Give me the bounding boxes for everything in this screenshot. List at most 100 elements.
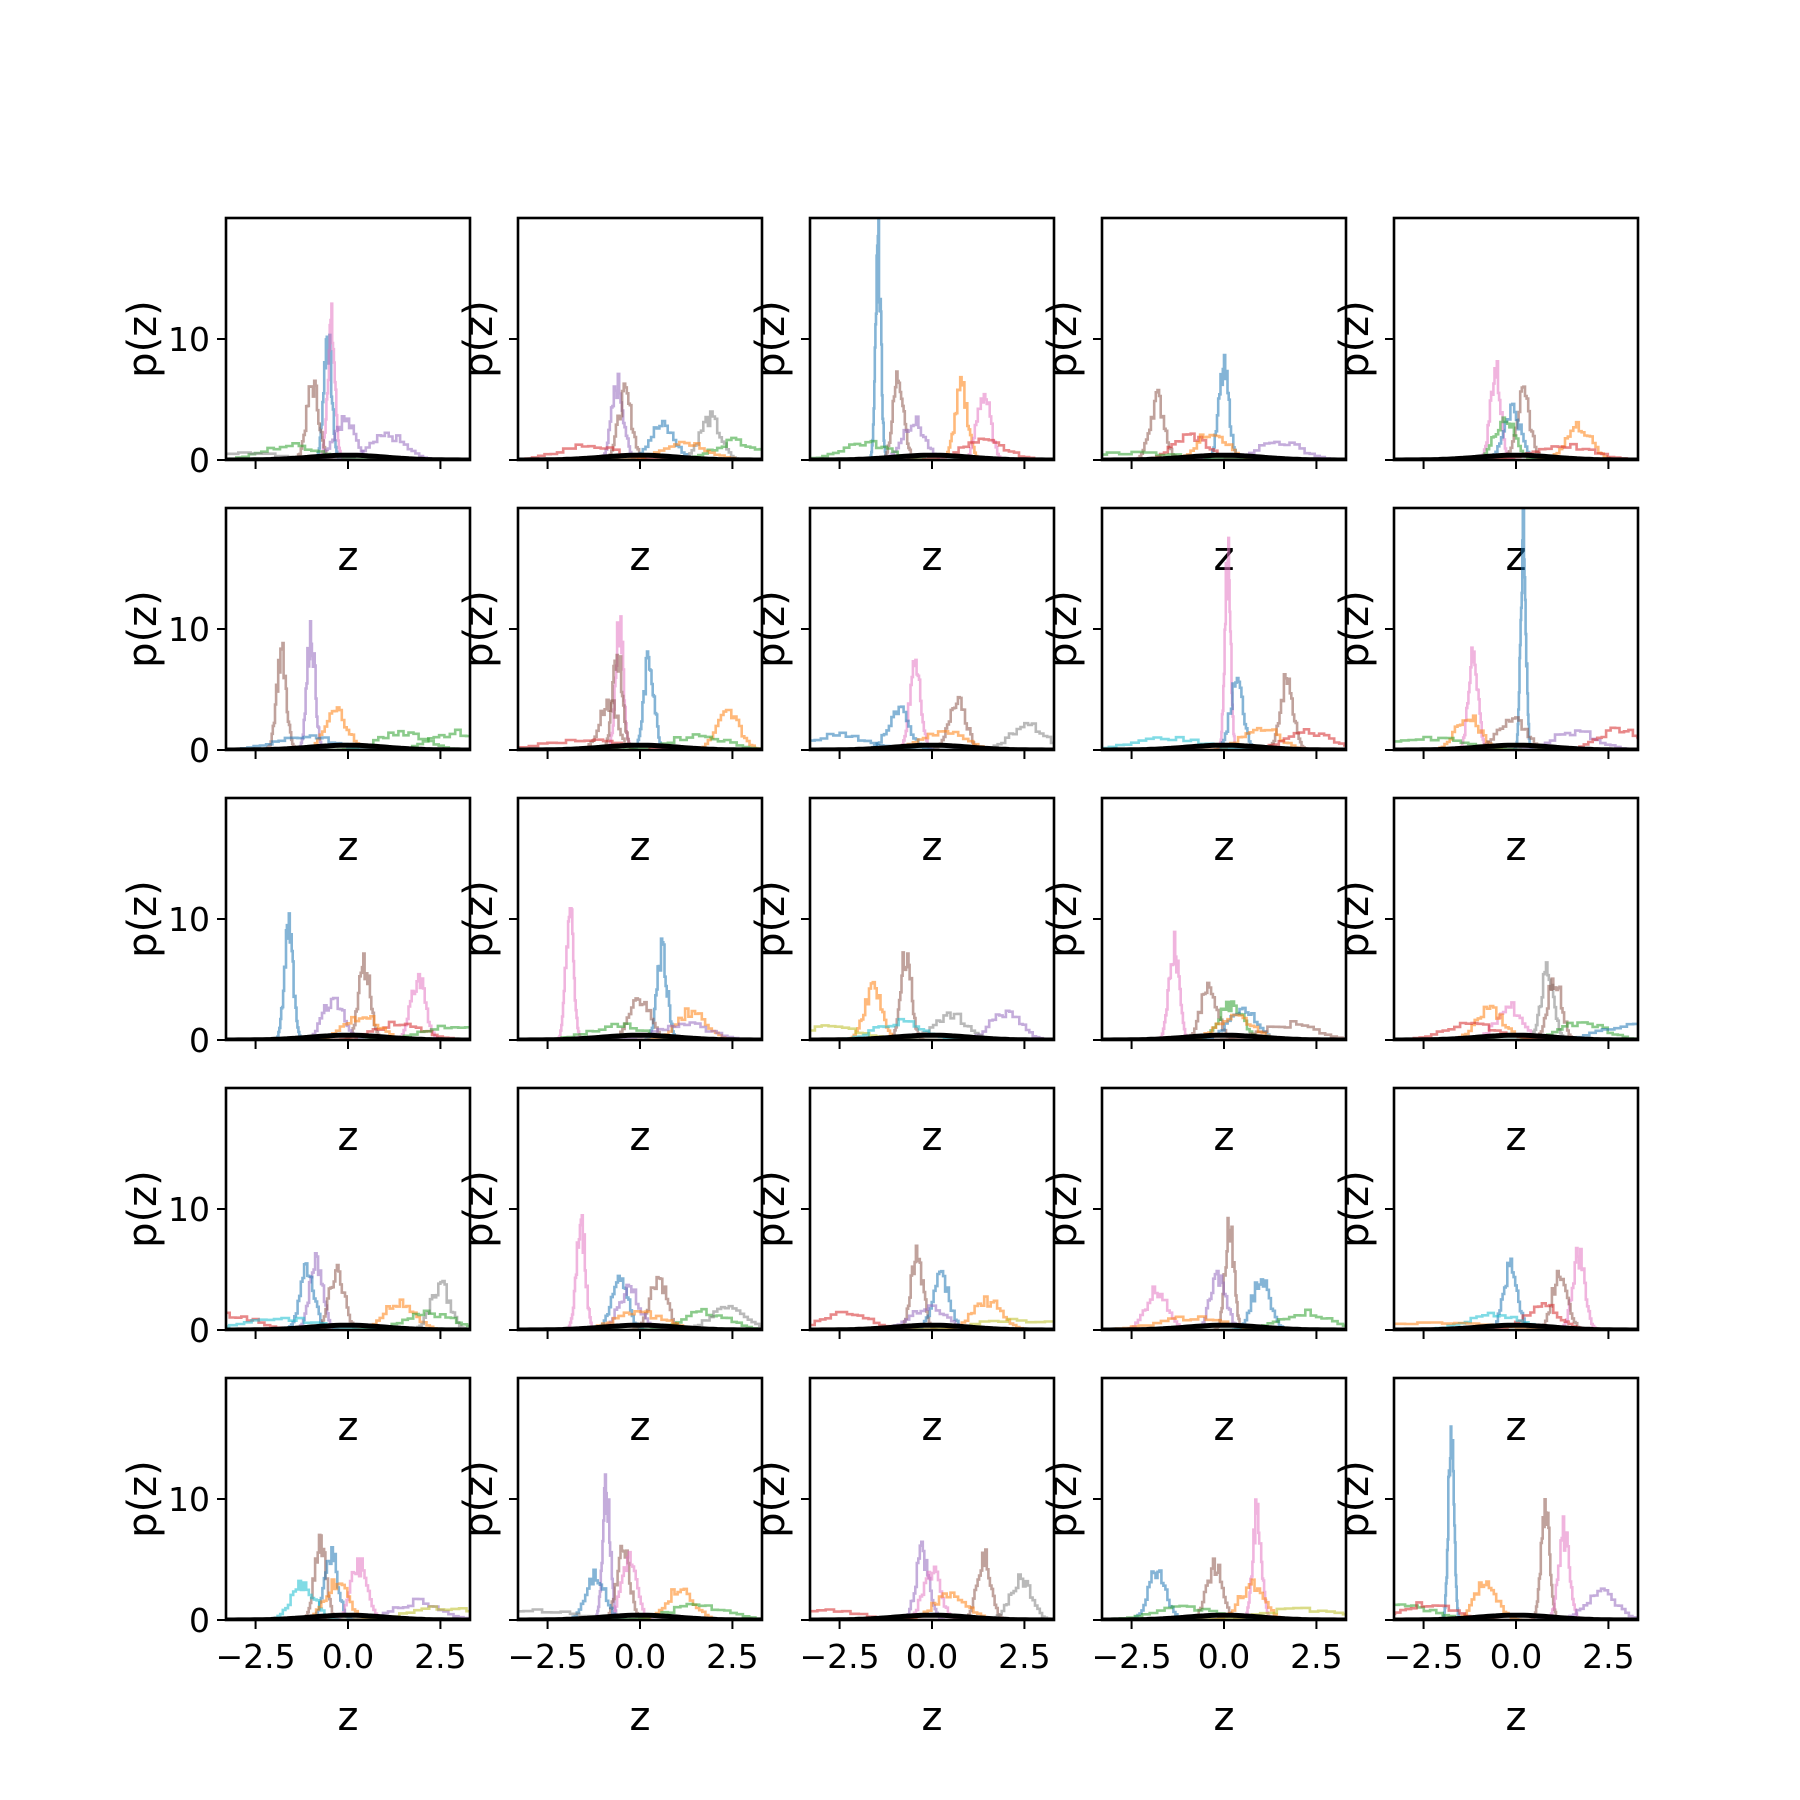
x-axis-label: z [1214,534,1235,580]
plot-area [810,658,1054,750]
subplot-4-4: −2.5 0.0 2.5 z p(z) [1332,1376,1640,1740]
posterior-series-0 [1200,353,1248,460]
x-axis-label: z [630,824,651,870]
subplot-4-2: −2.5 0.0 2.5 z p(z) [748,1376,1056,1740]
y-axis-label: p(z) [120,880,166,958]
y-axis-label: p(z) [748,880,794,958]
x-axis-label: z [1506,1694,1527,1740]
y-axis-label: p(z) [1040,880,1086,958]
x-axis-label: z [338,1114,359,1160]
x-axis-label: z [1506,1114,1527,1160]
x-axis-label: z [630,1694,651,1740]
subplot-1-1: z p(z) [456,506,764,870]
x-tick-label: 0.0 [614,1637,666,1676]
x-axis-label: z [1214,1114,1235,1160]
subplot-2-2: z p(z) [748,796,1056,1160]
x-tick-label: 2.5 [1290,1637,1342,1676]
x-axis-label: z [1506,824,1527,870]
y-tick-label: 10 [168,610,210,649]
x-axis-label: z [1506,1404,1527,1450]
y-axis-label: p(z) [1332,590,1378,668]
subplot-1-0: 0 10 z p(z) [120,506,472,870]
y-tick-label: 0 [189,731,210,770]
axes-frame [516,216,764,462]
x-tick-label: −2.5 [1384,1637,1464,1676]
plot-area [1394,961,1638,1040]
y-axis-label: p(z) [120,1170,166,1248]
subplot-1-2: z p(z) [748,506,1056,870]
y-axis-label: p(z) [748,1170,794,1248]
subplot-3-0: 0 10 z p(z) [120,1086,472,1450]
subplot-4-1: −2.5 0.0 2.5 z p(z) [456,1376,764,1740]
posterior-series-0 [1439,1425,1464,1620]
y-axis-label: p(z) [1040,1170,1086,1248]
subplot-4-0: −2.5 0.0 2.5 0 10 z p(z) [120,1376,472,1740]
posterior-series-1 [1453,646,1494,750]
x-axis-label: z [1214,1694,1235,1740]
plot-area [810,951,1054,1040]
y-axis-label: p(z) [456,1460,502,1538]
y-axis-label: p(z) [1332,300,1378,378]
subplot-2-1: z p(z) [456,796,764,1160]
x-axis-label: z [630,534,651,580]
subplot-2-4: z p(z) [1332,796,1640,1160]
y-tick-label: 10 [168,900,210,939]
subplot-3-3: z p(z) [1040,1086,1348,1450]
subplot-0-2: z p(z) [748,216,1056,580]
x-axis-label: z [630,1114,651,1160]
subplot-1-3: z p(z) [1040,506,1348,870]
subplot-0-0: 0 10 z p(z) [120,216,472,580]
x-axis-label: z [338,824,359,870]
posterior-series-3 [676,708,762,750]
x-axis-label: z [922,1694,943,1740]
y-tick-label: 10 [168,1480,210,1519]
plot-area [1102,353,1346,460]
posterior-series-0 [561,1214,601,1330]
subplot-0-4: zp(z) [1332,216,1640,580]
posterior-series-1 [922,695,994,750]
x-axis-label: z [630,1404,651,1450]
x-tick-label: 2.5 [998,1637,1050,1676]
posterior-series-0 [892,1540,953,1620]
x-tick-label: 0.0 [1198,1637,1250,1676]
y-tick-label: 0 [189,1021,210,1060]
x-tick-label: −2.5 [508,1637,588,1676]
x-tick-label: −2.5 [800,1637,880,1676]
axes-frame [1100,216,1348,462]
posterior-series-2 [1540,1515,1588,1620]
plot-area [226,1533,470,1620]
posterior-series-2 [385,972,451,1040]
y-tick-label: 0 [189,1311,210,1350]
y-axis-label: p(z) [456,590,502,668]
subplot-3-2: z p(z) [748,1086,1056,1450]
y-tick-label: 10 [168,1190,210,1229]
x-tick-label: 0.0 [906,1637,958,1676]
plot-area [226,1252,470,1330]
posterior-series-1 [1124,388,1190,460]
x-axis-label: z [922,824,943,870]
y-axis-label: p(z) [1040,1460,1086,1538]
y-axis-label: p(z) [1332,1460,1378,1538]
posterior-series-0 [866,218,891,460]
posterior-series-0 [259,641,303,750]
plot-area [226,912,470,1040]
x-axis-label: z [338,1694,359,1740]
y-axis-label: p(z) [1040,590,1086,668]
posterior-series-0 [1152,930,1197,1040]
x-tick-label: −2.5 [216,1637,296,1676]
x-axis-label: z [338,1404,359,1450]
y-axis-label: p(z) [456,1170,502,1248]
y-axis-label: p(z) [748,1460,794,1538]
subplot-1-4: z p(z) [1332,506,1640,870]
x-axis-label: z [922,1404,943,1450]
y-tick-label: 0 [189,1601,210,1640]
subplot-2-3: z p(z) [1040,796,1348,1160]
y-axis-label: p(z) [120,300,166,378]
y-axis-label: p(z) [120,1460,166,1538]
posterior-series-0 [552,907,587,1040]
y-axis-label: p(z) [120,590,166,668]
x-axis-label: z [1214,1404,1235,1450]
subplot-2-0: 0 10 z p(z) [120,796,472,1160]
y-axis-label: p(z) [1040,300,1086,378]
axes-frame [808,216,1056,462]
